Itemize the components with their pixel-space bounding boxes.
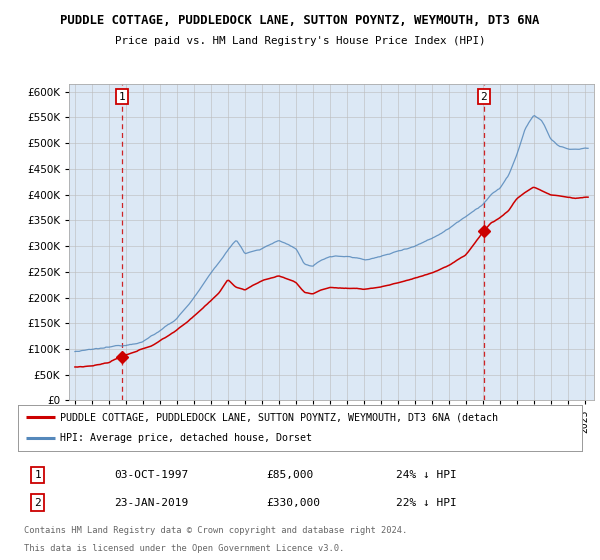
Text: £330,000: £330,000 — [266, 498, 320, 507]
Text: Contains HM Land Registry data © Crown copyright and database right 2024.: Contains HM Land Registry data © Crown c… — [23, 526, 407, 535]
Text: HPI: Average price, detached house, Dorset: HPI: Average price, detached house, Dors… — [60, 433, 313, 444]
Text: 22% ↓ HPI: 22% ↓ HPI — [396, 498, 457, 507]
Text: 2: 2 — [34, 498, 41, 507]
Text: £85,000: £85,000 — [266, 470, 313, 480]
Text: PUDDLE COTTAGE, PUDDLEDOCK LANE, SUTTON POYNTZ, WEYMOUTH, DT3 6NA: PUDDLE COTTAGE, PUDDLEDOCK LANE, SUTTON … — [61, 14, 539, 27]
Text: 24% ↓ HPI: 24% ↓ HPI — [396, 470, 457, 480]
Text: 2: 2 — [481, 92, 487, 102]
Text: 1: 1 — [34, 470, 41, 480]
Text: This data is licensed under the Open Government Licence v3.0.: This data is licensed under the Open Gov… — [23, 544, 344, 553]
Text: Price paid vs. HM Land Registry's House Price Index (HPI): Price paid vs. HM Land Registry's House … — [115, 36, 485, 46]
Text: PUDDLE COTTAGE, PUDDLEDOCK LANE, SUTTON POYNTZ, WEYMOUTH, DT3 6NA (detach: PUDDLE COTTAGE, PUDDLEDOCK LANE, SUTTON … — [60, 412, 499, 422]
Text: 23-JAN-2019: 23-JAN-2019 — [114, 498, 188, 507]
Text: 03-OCT-1997: 03-OCT-1997 — [114, 470, 188, 480]
Text: 1: 1 — [118, 92, 125, 102]
